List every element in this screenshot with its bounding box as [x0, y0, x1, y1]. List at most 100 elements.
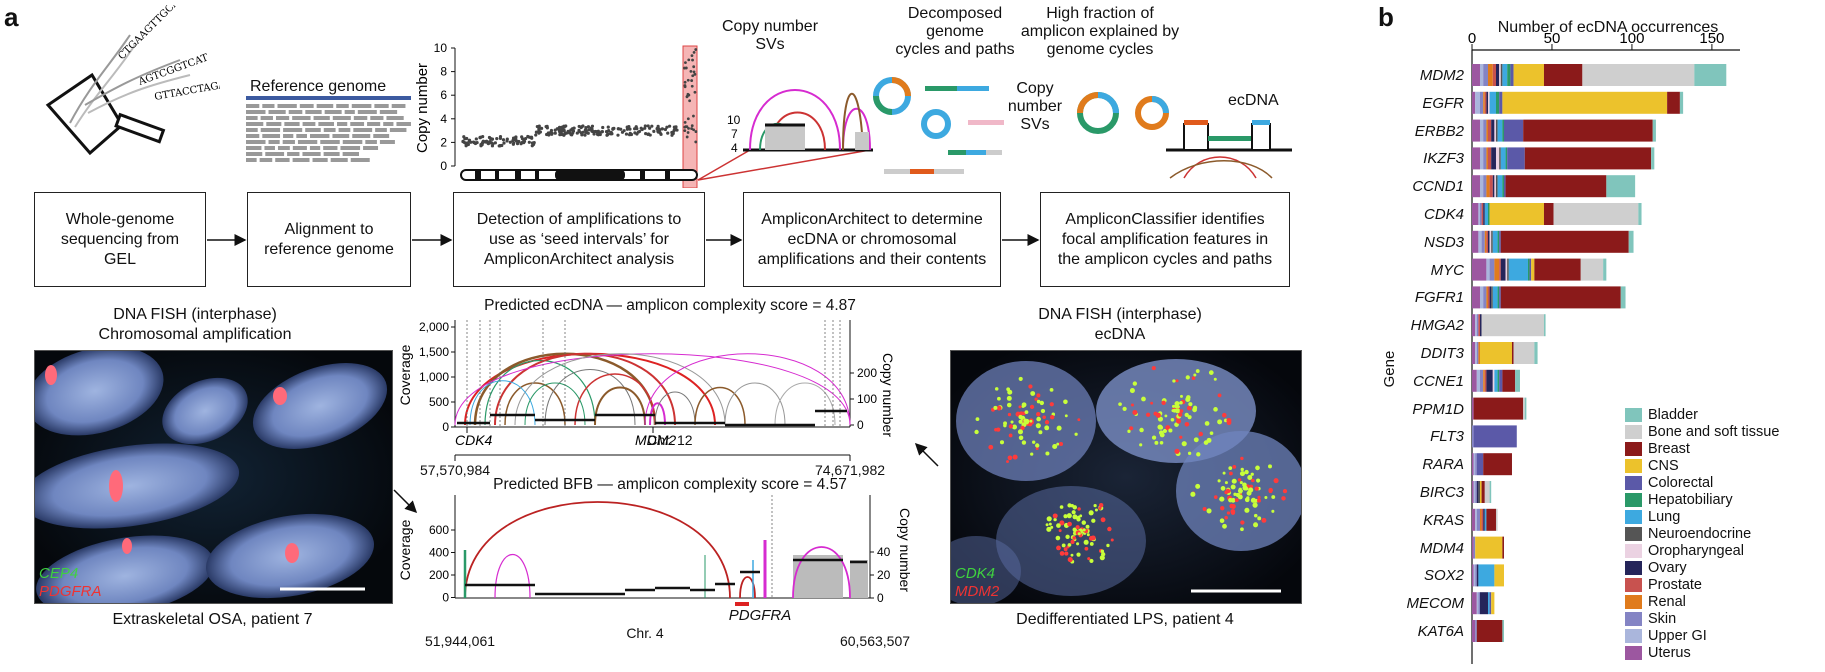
bar-segment-ccnd1-lung — [1497, 175, 1503, 198]
gene-label-fgfr1: FGFR1 — [1414, 289, 1464, 307]
bar-segment-hmga2-prostate — [1478, 314, 1480, 337]
copy-number-svs-side-label: Copy number SVs — [1007, 80, 1063, 133]
bar-segment-sox2-skin — [1475, 564, 1477, 587]
bar-segment-erbb2-upper-gi — [1479, 119, 1484, 142]
bar-segment-ddit3-bladder — [1534, 342, 1538, 364]
bar-segment-cdk4-hepatobiliary — [1487, 203, 1490, 225]
bar-segment-ppm1d-uterus — [1472, 397, 1474, 420]
gene-label-cdk4: CDK4 — [455, 432, 493, 448]
chart-title: Number of ecDNA occurrences — [1497, 19, 1719, 36]
bar-segment-hmga2-bladder — [1543, 314, 1546, 337]
bar-segment-erbb2-lung — [1497, 119, 1503, 142]
bar-segment-rara-skin — [1475, 453, 1477, 476]
gene-label-ccne1: CCNE1 — [1413, 372, 1464, 390]
bar-segment-birc3-ovary — [1476, 481, 1479, 503]
bar-segment-erbb2-hepatobiliary — [1502, 119, 1504, 142]
bar-segment-fgfr1-prostate — [1487, 286, 1490, 309]
legend-label: Bladder — [1648, 406, 1698, 423]
bar-segment-fgfr1-lung — [1492, 286, 1498, 309]
bar-segment-erbb2-prostate — [1487, 119, 1492, 142]
bar-segment-nsd3-neuroendocrine — [1491, 230, 1493, 253]
bar-segment-erbb2-skin — [1483, 119, 1487, 142]
bar-segment-ikzf3-prostate — [1487, 147, 1492, 170]
decomposed-label: Decomposed genome cycles and paths — [895, 5, 1015, 58]
legend-item-hepatobiliary: Hepatobiliary — [1625, 491, 1733, 508]
legend-item-cns: CNS — [1625, 457, 1679, 474]
bar-segment-ikzf3-skin — [1483, 147, 1487, 170]
copy-number-tick: 6 — [440, 88, 447, 102]
bar-segment-mdm2-hepatobiliary — [1507, 64, 1511, 86]
bar-segment-ppm1d-bladder — [1524, 397, 1527, 420]
reference-genome-reads — [246, 96, 411, 162]
copy-number-svs-top-label: Copy number SVs — [721, 18, 819, 53]
ecdna-coverage-tick: 2,000 — [419, 320, 449, 334]
bar-segment-myc-breast — [1534, 258, 1581, 281]
copy-number-axis-label: Copy number — [415, 63, 431, 153]
bar-segment-birc3-upper-gi — [1473, 481, 1476, 503]
copy-number-ticks: 10 8 6 4 2 0 — [434, 41, 455, 173]
bar-segment-ccne1-breast — [1502, 369, 1516, 392]
bar-segment-fgfr1-ovary — [1489, 286, 1492, 309]
bar-segment-cdk4-skin — [1479, 203, 1482, 225]
legend-swatch — [1625, 492, 1642, 507]
bar-segment-ccne1-oropharyngeal — [1492, 369, 1495, 392]
bar-segment-erbb2-renal — [1486, 119, 1488, 142]
bar-segment-birc3-breast — [1481, 481, 1485, 503]
bar-segment-sox2-upper-gi — [1473, 564, 1476, 587]
ecdna-end: 74,671,982 — [814, 462, 886, 478]
panel-letter-a: a — [4, 2, 19, 32]
bar-segment-ddit3-renal — [1478, 342, 1480, 364]
bar-segment-fgfr1-skin — [1483, 286, 1487, 309]
bfb-gene: PDGFRA — [728, 607, 792, 624]
bar-segment-myc-colorectal — [1529, 258, 1532, 281]
bar-segment-kat6a-bladder — [1502, 620, 1504, 642]
bar-segment-ccnd1-colorectal — [1503, 175, 1506, 198]
bar-segment-mecom-upper-gi — [1476, 592, 1479, 615]
bar-segment-ppm1d-bone-and-soft-tissue — [1523, 397, 1525, 420]
bfb-chromosome: Chr. 4 — [626, 625, 664, 641]
bar-segment-rara-uterus — [1472, 453, 1474, 476]
bar-segment-mdm4-uterus — [1472, 536, 1474, 559]
bar-segment-birc3-neuroendocrine — [1478, 481, 1480, 503]
zoom-tick-10: 10 — [727, 113, 741, 127]
bar-segment-myc-neuroendocrine — [1507, 258, 1509, 281]
bar-segment-myc-uterus — [1472, 258, 1487, 281]
bar-segment-fgfr1-neuroendocrine — [1491, 286, 1493, 309]
bar-segment-ccne1-lung — [1494, 369, 1498, 392]
bar-segment-ikzf3-uterus — [1472, 147, 1480, 170]
workflow-arrows — [207, 234, 1040, 246]
bar-segment-egfr-uterus — [1472, 91, 1476, 114]
legend-swatch — [1625, 560, 1642, 575]
legend: Bladder Bone and soft tissue Breast CNS Colo… — [1625, 406, 1825, 662]
legend-item-oropharyngeal: Oropharyngeal — [1625, 542, 1744, 559]
bar-segment-kat6a-uterus — [1472, 620, 1476, 642]
bar-segment-cdk4-breast — [1543, 203, 1554, 225]
gene-label-rara: RARA — [1422, 456, 1464, 474]
bfb-copy-tick: 0 — [877, 591, 884, 605]
legend-label: Prostate — [1648, 576, 1702, 593]
bar-segment-egfr-bladder — [1679, 91, 1684, 114]
legend-item-ovary: Ovary — [1625, 559, 1687, 576]
bar-segment-ccne1-prostate — [1484, 369, 1487, 392]
fish-arrows — [393, 442, 939, 514]
bar-segment-fgfr1-upper-gi — [1479, 286, 1484, 309]
bar-segment-hmga2-ovary — [1479, 314, 1482, 337]
legend-item-breast: Breast — [1625, 440, 1690, 457]
bar-segment-ikzf3-lung — [1500, 147, 1506, 170]
gene-label-flt3: FLT3 — [1430, 428, 1464, 446]
legend-label: Bone and soft tissue — [1648, 423, 1780, 440]
ecdna-coverage-tick: 1,000 — [419, 370, 449, 384]
bar-segment-ccnd1-bladder — [1606, 175, 1636, 198]
bar-segment-sox2-lung — [1478, 564, 1495, 587]
bar-segment-ccnd1-uterus — [1472, 175, 1480, 198]
legend-label: Ovary — [1648, 559, 1687, 576]
legend-item-bladder: Bladder — [1625, 406, 1698, 423]
ecdna-start: 57,570,984 — [419, 462, 491, 478]
bar-segment-kras-upper-gi — [1475, 508, 1477, 531]
ecdna-coverage-label: Coverage — [397, 344, 413, 405]
pdgfra-marker — [735, 602, 749, 606]
bar-segment-ccne1-upper-gi — [1476, 369, 1480, 392]
bar-segment-cdk4-lung — [1484, 203, 1488, 225]
bar-segment-ikzf3-breast — [1524, 147, 1652, 170]
bar-segment-ddit3-cns — [1479, 342, 1512, 364]
